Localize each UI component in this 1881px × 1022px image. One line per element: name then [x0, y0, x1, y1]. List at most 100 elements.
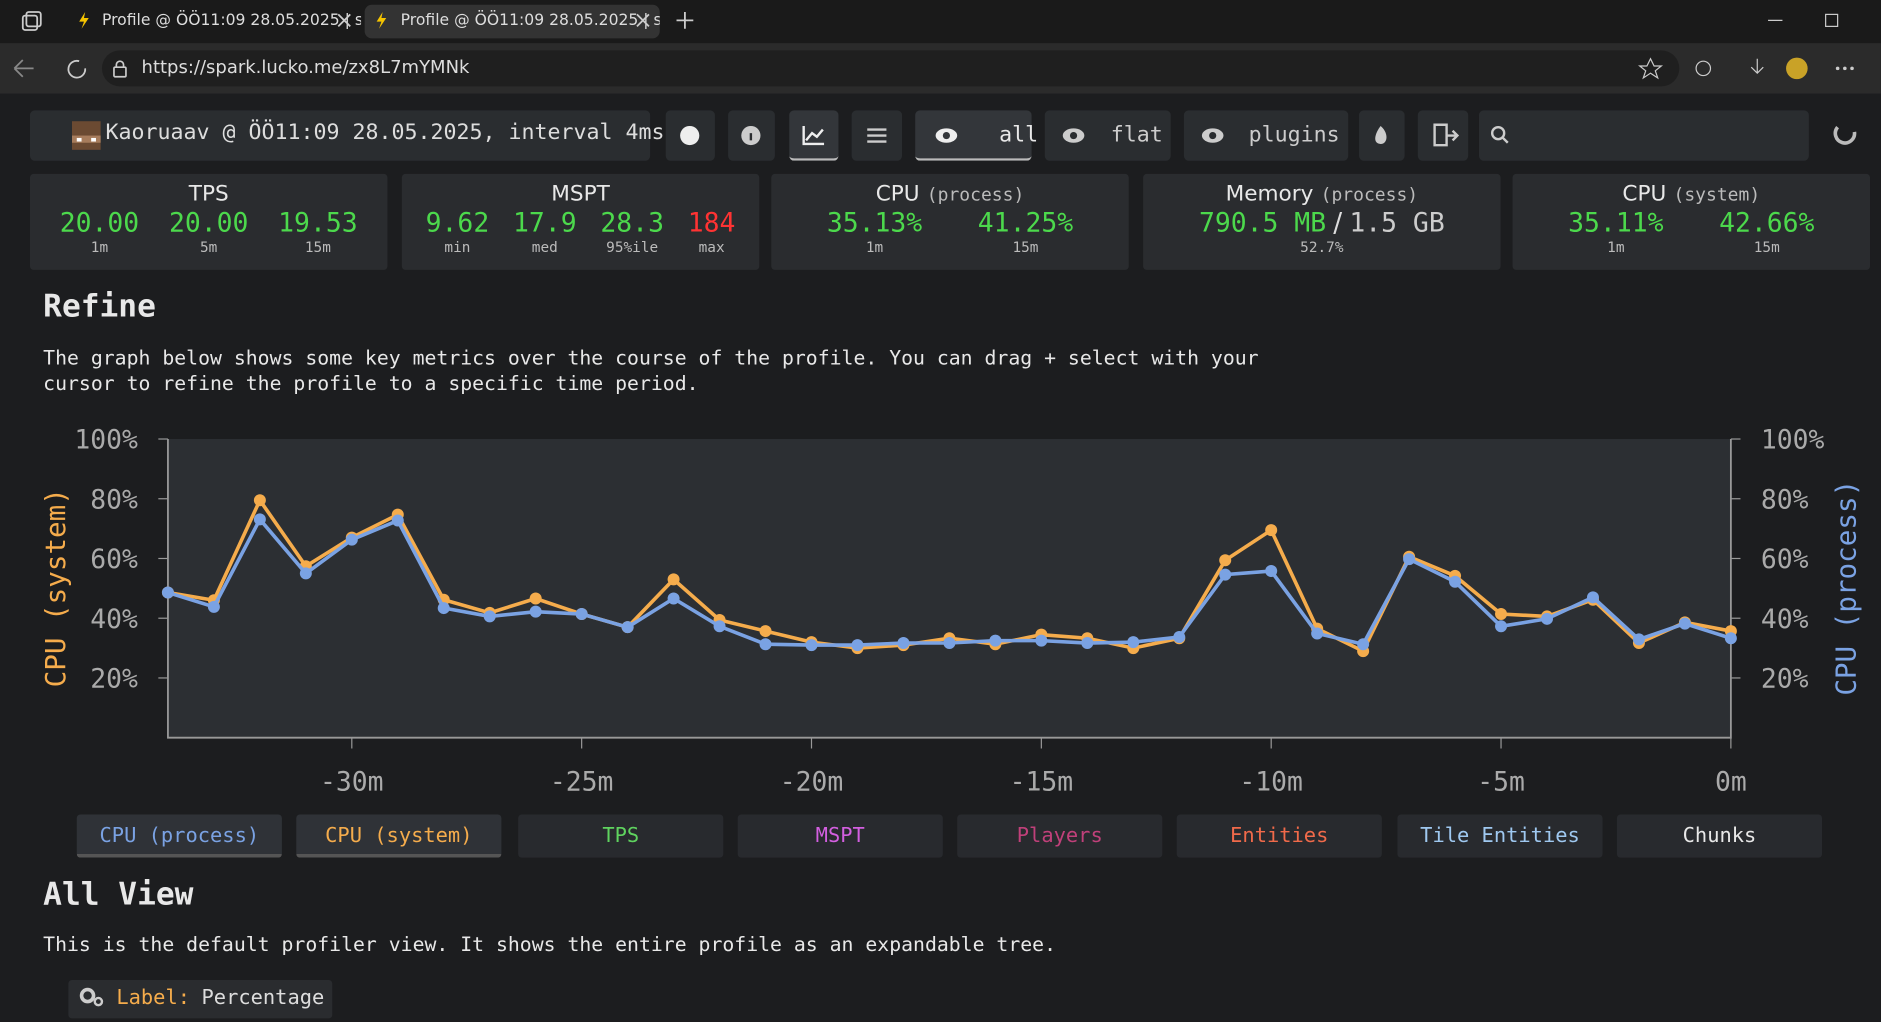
data-point: [667, 573, 680, 586]
tab[interactable]: Profile @ ÖÖ11:09 28.05.2025 | sp: [101, 11, 362, 30]
data-point: [713, 620, 726, 633]
y-tick-label: 20%: [90, 665, 138, 695]
stat-box: Memory (process) 790.5 MB/1.5 GB 52.7%: [1143, 173, 1501, 270]
stat-value: 9.62: [425, 208, 490, 239]
data-point: [943, 637, 956, 650]
new-tab[interactable]: [674, 10, 696, 32]
series-toggle[interactable]: CPU (system): [296, 814, 502, 858]
data-point: [207, 600, 220, 613]
data-point: [897, 637, 910, 650]
heading: Refine: [43, 289, 156, 326]
browser-toolbar-icons[interactable]: [1595, 55, 1871, 81]
url[interactable]: https://spark.lucko.me/zx8L7mYMNk: [141, 56, 470, 78]
x-tick-label: -15m: [1010, 767, 1074, 797]
stat-row: 790.5 MB/1.5 GB: [1143, 209, 1500, 239]
stat-value: 35.13%: [826, 208, 923, 239]
x-tick-label: -5m: [1477, 767, 1525, 797]
stat-title-text: MSPT: [551, 181, 610, 207]
data-point: [1403, 553, 1416, 566]
cogs-icon: [79, 987, 104, 1007]
tab-icon: [79, 11, 89, 29]
view-all[interactable]: [915, 110, 1032, 161]
stat-title: CPU (system): [1513, 181, 1870, 206]
y-tick-label: 100%: [74, 426, 138, 456]
nav-buttons[interactable]: [10, 55, 94, 81]
stat-label: med: [531, 238, 558, 256]
y-tick-label: 40%: [90, 605, 138, 635]
stat-value: 19.53: [278, 208, 358, 239]
y-axis-label: CPU (system): [39, 488, 72, 687]
y2-tick-label: 60%: [1761, 545, 1809, 575]
data-point: [1219, 554, 1232, 567]
tab-icon: [376, 11, 387, 29]
stat-label: min: [444, 238, 471, 256]
stat-value: 17.9: [513, 208, 577, 239]
metric-toggle[interactable]: Chunks: [1616, 814, 1823, 858]
stat-item: 35.13% 1m: [827, 209, 922, 256]
y2-tick-label: 40%: [1761, 605, 1809, 635]
metric-toggle[interactable]: TPS: [518, 814, 724, 858]
data-point: [483, 610, 496, 623]
stat-row: 20.00 1m 20.00 5m 19.53 15m: [30, 209, 387, 256]
heading: All View: [43, 876, 194, 913]
data-point: [759, 638, 772, 651]
export-button[interactable]: [1417, 110, 1469, 161]
view-label[interactable]: all: [999, 122, 1039, 148]
data-point: [1632, 633, 1645, 646]
x-tick-label: -25m: [550, 767, 614, 797]
stat-value: 790.5 MB: [1198, 208, 1327, 239]
chart[interactable]: 20% 40% 60% 80% 100% 20% 40% 60% 80% 100% -30m -25m…: [0, 0, 1881, 816]
view-label[interactable]: flat: [1110, 122, 1163, 148]
stat-item: 20.00 1m: [60, 209, 139, 256]
data-point: [529, 605, 542, 618]
stat-label: 1m: [865, 238, 884, 256]
data-point: [345, 533, 358, 546]
header-icons: [680, 123, 1857, 147]
tab-close[interactable]: [336, 12, 353, 29]
stat-subtitle: (process): [1320, 183, 1419, 206]
metric-toggle[interactable]: MSPT: [737, 814, 943, 858]
tab-close[interactable]: [635, 12, 652, 29]
x-tick-label: -20m: [780, 767, 844, 797]
stat-title: MSPT: [402, 181, 759, 206]
url-field[interactable]: [101, 50, 1680, 87]
tab-bar: [0, 0, 1881, 44]
y-tick-label: 60%: [90, 545, 138, 575]
data-point: [1541, 612, 1553, 625]
stat-title-text: Memory: [1225, 181, 1314, 207]
data-point: [989, 634, 1002, 647]
stat-subtitle: (process): [926, 183, 1025, 206]
search-box[interactable]: [1478, 110, 1809, 161]
stat-label: 1m: [90, 238, 109, 256]
tab-active[interactable]: Profile @ ÖÖ11:09 28.05.2025 | sp: [364, 4, 660, 39]
stat-label: 15m: [1012, 238, 1039, 256]
data-point: [575, 608, 588, 621]
data-point: [759, 625, 772, 638]
y2-tick-label: 20%: [1761, 665, 1809, 695]
stat-value: 42.66%: [1719, 208, 1815, 239]
label-mode[interactable]: [68, 979, 333, 1019]
data-point: [1265, 524, 1278, 537]
x-tick-label: 0m: [1715, 767, 1747, 797]
metric-toggle[interactable]: Players: [957, 814, 1163, 858]
label-value[interactable]: Percentage: [201, 985, 325, 1010]
metric-toggle[interactable]: Tile Entities: [1397, 814, 1603, 858]
stat-item: 20.00 5m: [169, 209, 248, 256]
stat-item: 9.62 min: [426, 209, 490, 256]
data-point: [805, 639, 818, 652]
x-tick-label: -30m: [320, 767, 384, 797]
y2-tick-label: 80%: [1761, 485, 1809, 515]
stat-row: 9.62 min 17.9 med 28.3 95%ile 184 max: [402, 209, 759, 256]
workspaces-icon[interactable]: [19, 10, 43, 34]
stat-label: 1m: [1607, 238, 1625, 256]
series-toggle[interactable]: CPU (process): [76, 814, 282, 858]
stat-separator: /: [1333, 208, 1343, 239]
y2-tick-label: 100%: [1761, 426, 1825, 456]
metric-toggle[interactable]: Entities: [1176, 814, 1382, 858]
view-label[interactable]: plugins: [1248, 122, 1340, 148]
label-key: Label:: [116, 985, 191, 1010]
y-tick-label: 80%: [90, 485, 138, 515]
stat-box: CPU (system) 35.11% 1m 42.66% 15m: [1512, 173, 1871, 270]
window-controls[interactable]: [1763, 10, 1871, 32]
data-point: [299, 567, 312, 580]
